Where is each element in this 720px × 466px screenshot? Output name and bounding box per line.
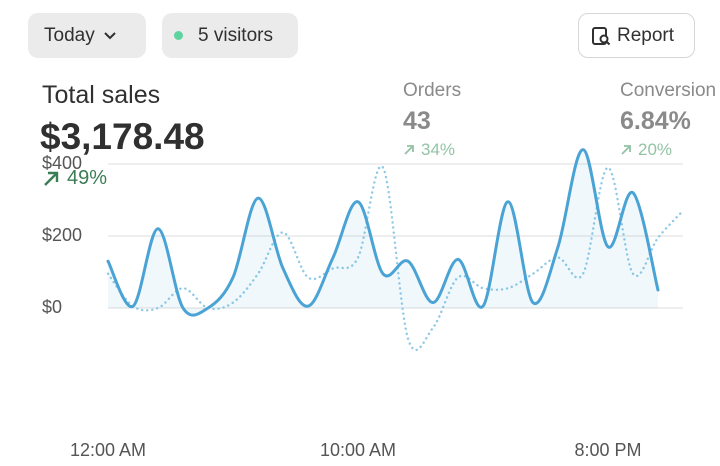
- metric-value: 43: [403, 107, 431, 135]
- metric-change-text: 20%: [638, 140, 673, 159]
- metric-change: 49%: [42, 167, 107, 190]
- visitors-button[interactable]: 5 visitors: [162, 13, 298, 58]
- metric-label: Total sales: [42, 81, 161, 109]
- metric-value: $3,178.48: [40, 116, 205, 157]
- report-icon: [592, 26, 611, 45]
- metric-change: 20%: [620, 140, 672, 160]
- report-button[interactable]: Report: [578, 13, 695, 58]
- metric-label: Conversion: [620, 80, 717, 101]
- live-dot: [174, 31, 183, 40]
- metric-label: Orders: [403, 80, 462, 101]
- y-tick-label: $0: [42, 297, 62, 317]
- metric-change-text: 34%: [421, 140, 456, 159]
- x-tick-label: 12:00 AM: [70, 440, 146, 460]
- chevron-icon: [103, 31, 116, 39]
- x-tick-label: 8:00 PM: [574, 440, 641, 460]
- line-series: [106, 148, 660, 317]
- metric-change-text: 49%: [67, 167, 108, 189]
- arrow-icon: [404, 145, 414, 155]
- line-series: [106, 165, 685, 352]
- y-tick-label: $200: [42, 225, 82, 245]
- visitors-label: 5 visitors: [198, 24, 273, 46]
- x-tick-label: 10:00 AM: [320, 440, 396, 460]
- metric-value: 6.84%: [620, 107, 691, 135]
- line-area: [108, 149, 658, 316]
- arrow-icon: [44, 171, 59, 186]
- metric-change: 34%: [403, 140, 455, 160]
- report-label: Report: [617, 24, 675, 46]
- period-button[interactable]: Today: [28, 13, 146, 58]
- period-label: Today: [44, 24, 95, 46]
- arrow-icon: [621, 145, 631, 155]
